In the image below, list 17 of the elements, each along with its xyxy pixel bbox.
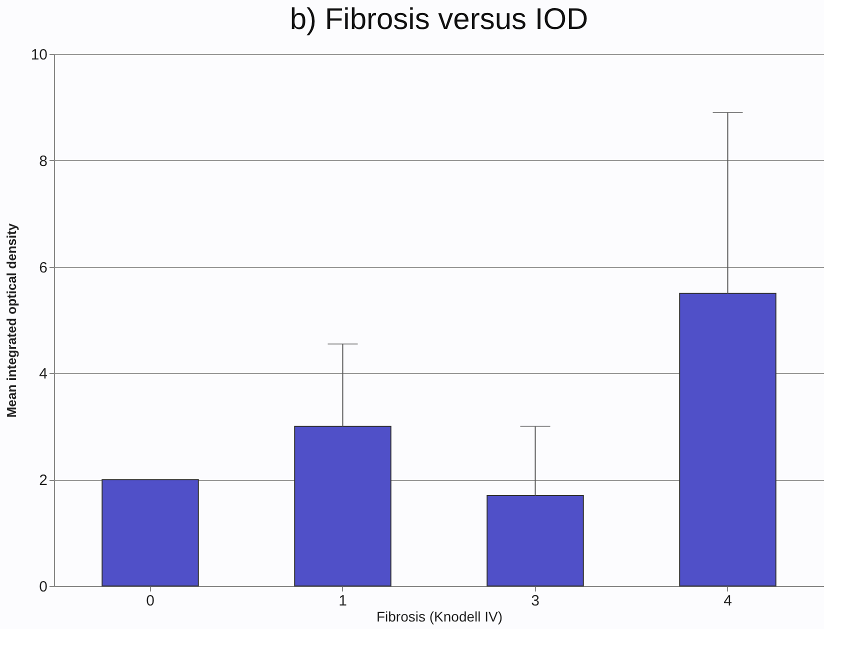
x-tick-label: 4 bbox=[724, 592, 732, 610]
bar bbox=[486, 495, 584, 586]
x-tick-label: 3 bbox=[531, 592, 540, 610]
x-tick-label: 1 bbox=[338, 592, 347, 610]
y-tick-label: 6 bbox=[39, 259, 48, 276]
y-tick-label: 10 bbox=[30, 46, 48, 64]
y-axis-title: Mean integrated optical density bbox=[4, 222, 19, 418]
bar bbox=[679, 292, 776, 586]
y-tick-label: 2 bbox=[39, 472, 48, 490]
chart-title: b) Fibrosis versus IOD bbox=[290, 3, 588, 36]
x-axis-title: Fibrosis (Knodell IV) bbox=[376, 608, 503, 624]
y-tick-label: 0 bbox=[39, 578, 48, 596]
y-tick-label: 4 bbox=[39, 366, 48, 383]
bar bbox=[102, 479, 199, 586]
y-tick-label: 8 bbox=[39, 152, 48, 170]
bar bbox=[294, 426, 392, 586]
x-tick-label: 0 bbox=[146, 592, 154, 610]
